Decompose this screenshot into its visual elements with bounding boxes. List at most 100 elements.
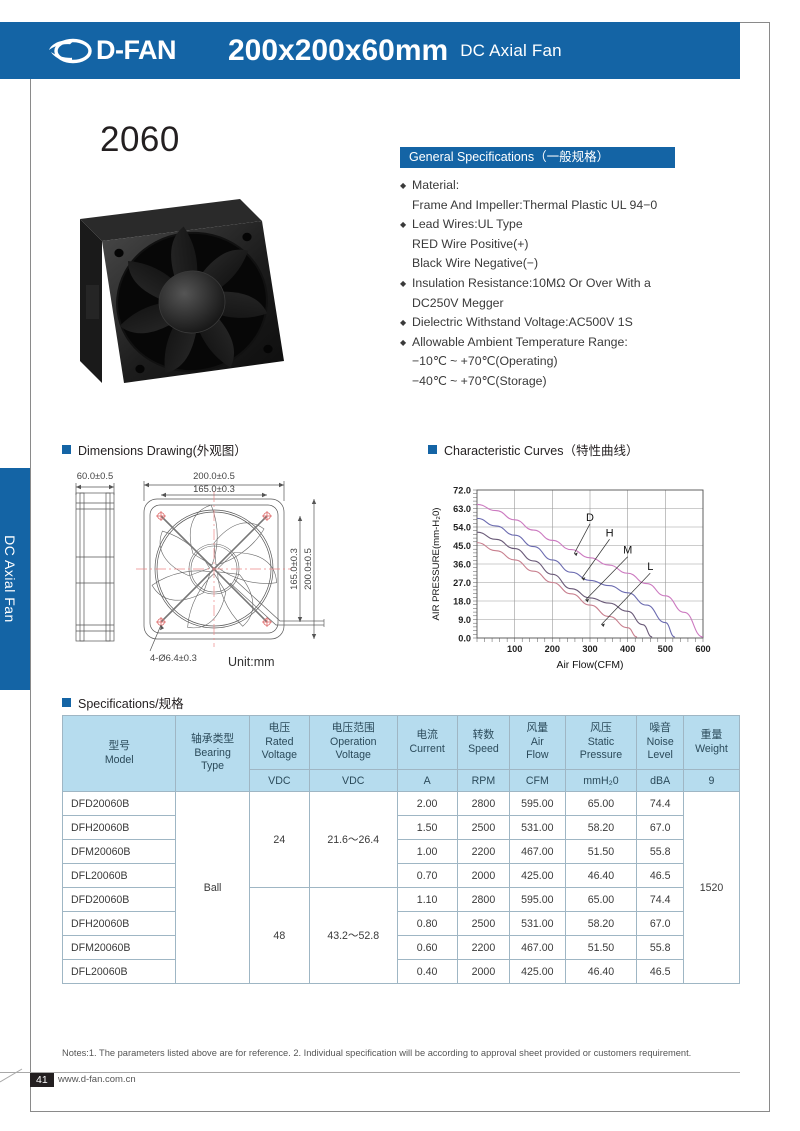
- website-url: www.d-fan.com.cn: [58, 1074, 136, 1085]
- model-number: 2060: [100, 120, 180, 159]
- chart-annotation-arrow: [585, 598, 590, 603]
- table-row: DFD20060B 48 43.2～52.8 1.10 2800 595.00 65.00 7…: [61, 887, 740, 984]
- general-spec-item: Black Wire Negative(−): [412, 256, 539, 271]
- table-col-header-cn: 风量: [526, 722, 549, 735]
- chart-ytick-label: 63.0: [453, 504, 471, 514]
- table-col-header-cn: 电压范围: [331, 722, 375, 735]
- section-marker-icon: [62, 445, 71, 454]
- chart-ytick-label: 27.0: [453, 578, 471, 588]
- side-tab-dc-axial-fan[interactable]: DC Axial Fan: [0, 468, 30, 690]
- chart-ytick-label: 18.0: [453, 596, 471, 606]
- table-col-header-en: Model: [104, 753, 134, 766]
- specifications-table: 型号 Model 轴承类型 Bearing Type 电压 Rated Voltage 电压范围…: [61, 715, 741, 984]
- cell-air-flow: 425.00: [509, 863, 566, 888]
- brand-logo-text: D-FAN: [96, 35, 177, 65]
- general-specifications-title: General Specifications（一般规格）: [400, 147, 675, 168]
- specifications-heading: Specifications/规格: [62, 693, 184, 712]
- table-col-header-cn: 电压: [268, 722, 291, 735]
- table-col-header-cn: 电流: [416, 729, 438, 741]
- page-header: D-FAN 200x200x60mm DC Axial Fan: [0, 22, 740, 79]
- table-row: DFD20060B Ball 24 21.6～26.4 2.00 2800 595.00 65…: [61, 791, 741, 984]
- cell-static-pressure: 51.50: [564, 935, 638, 960]
- characteristic-curves-chart: 0.0 9.0 18.0 27.0 36.0 45.0 54.0 63.0 72.0 100 200…: [431, 485, 711, 671]
- cell-noise-level: 55.8: [636, 935, 684, 960]
- cell-noise-level: 74.4: [636, 791, 684, 816]
- table-col-unit: VDC: [308, 769, 398, 792]
- cell-speed: 2500: [456, 815, 511, 840]
- cell-noise-level: 67.0: [636, 815, 684, 840]
- chart-series-M: [476, 531, 653, 638]
- cell-model: DFL20060B: [61, 959, 177, 984]
- table-col-header: 电流 Current: [396, 715, 458, 770]
- chart-ytick-label: 0.0: [458, 633, 471, 643]
- cell-static-pressure: 46.40: [564, 959, 638, 984]
- chart-annotation-arrow: [574, 552, 578, 557]
- cell-current: 1.50: [396, 815, 458, 840]
- table-col-header: 转数 Speed: [456, 715, 511, 770]
- chart-xtick-label: 200: [545, 644, 560, 654]
- cell-static-pressure: 65.00: [564, 887, 638, 912]
- general-spec-item: Material:: [400, 176, 700, 196]
- table-col-header: 风量 Air Flow: [509, 715, 566, 770]
- table-col-header: 电压范围 Operation Voltage: [308, 715, 398, 770]
- cell-model: DFD20060B: [61, 791, 177, 816]
- chart-xtick-label: 600: [695, 644, 710, 654]
- cell-static-pressure: 58.20: [564, 815, 638, 840]
- cell-static-pressure: 65.00: [564, 791, 638, 816]
- page-number-badge: 41: [30, 1073, 54, 1087]
- table-col-header-cn: 型号: [108, 740, 131, 752]
- section-marker-icon: [428, 445, 437, 454]
- fan-product-photo: [80, 199, 284, 383]
- dim-hole-pitch-v-label: 165.0±0.3: [288, 548, 299, 590]
- cell-static-pressure: 51.50: [564, 839, 638, 864]
- table-col-unit: RPM: [456, 769, 511, 792]
- section-marker-icon: [62, 698, 71, 707]
- cell-model: DFH20060B: [61, 815, 177, 840]
- chart-series-H: [476, 517, 675, 638]
- chart-ytick-label: 54.0: [453, 522, 471, 532]
- table-row: DFL20060B 0.70 2000 425.00 46.40 46.5: [61, 863, 740, 888]
- cell-operation-voltage: 43.2～52.8: [308, 887, 398, 984]
- cell-model: DFM20060B: [61, 935, 177, 960]
- chart-annotation-M: M: [623, 545, 632, 557]
- specifications-table-head: 型号 Model 轴承类型 Bearing Type 电压 Rated Voltage 电压范围…: [61, 715, 741, 792]
- dimensions-drawing: 60.0±0.5 200.0±0.5 165.0±0.3 165.0±0.3 2…: [75, 470, 325, 663]
- footer-corner-decoration: [0, 1068, 23, 1083]
- table-header-row: 型号 Model 轴承类型 Bearing Type 电压 Rated Voltage 电压范围…: [61, 715, 741, 792]
- chart-annotation-leader: [573, 523, 591, 554]
- specifications-heading-label: Specifications/规格: [78, 697, 184, 711]
- table-notes: Notes:1. The parameters listed above are…: [62, 1048, 692, 1058]
- table-col-header: 风压 Static Pressure: [564, 715, 638, 770]
- cell-noise-level: 74.4: [636, 887, 684, 912]
- table-col-header-cn: 转数: [472, 729, 495, 741]
- general-spec-item: Frame And Impeller:Thermal Plastic UL 94…: [412, 197, 658, 212]
- table-row: DFM20060B 1.00 2200 467.00 51.50 55.8: [61, 839, 740, 864]
- cell-operation-voltage: 21.6～26.4: [308, 791, 398, 888]
- table-col-header-en: Air Flow: [526, 735, 549, 762]
- chart-xtick-label: 500: [658, 644, 673, 654]
- table-row: DFL20060B 0.40 2000 425.00 46.40 46.5: [61, 959, 740, 984]
- dimensions-unit-label: Unit:mm: [228, 655, 275, 669]
- cell-current: 0.60: [396, 935, 458, 960]
- brand-logo: D-FAN: [48, 35, 177, 66]
- cell-rated-voltage: 24: [248, 791, 310, 888]
- cell-model: DFL20060B: [61, 863, 177, 888]
- cell-speed: 2500: [456, 911, 511, 936]
- cell-air-flow: 467.00: [509, 839, 566, 864]
- general-spec-item: Allowable Ambient Temperature Range:: [400, 333, 700, 353]
- cell-current: 1.10: [396, 887, 458, 912]
- specifications-table-body: DFD20060B Ball 24 21.6～26.4 2.00 2800 595.00 65…: [61, 791, 741, 984]
- chart-annotation-D: D: [586, 512, 594, 524]
- table-col-header-cn: 重量: [700, 729, 723, 741]
- table-col-header: 重量 Weight: [682, 715, 741, 770]
- dim-depth-label: 60.0±0.5: [77, 470, 113, 481]
- cell-current: 0.80: [396, 911, 458, 936]
- table-col-unit: CFM: [509, 769, 566, 792]
- dim-outer-width-label: 200.0±0.5: [193, 470, 235, 481]
- product-size-title: 200x200x60mm: [228, 33, 449, 67]
- chart-ytick-label: 36.0: [453, 559, 471, 569]
- cell-speed: 2200: [456, 935, 511, 960]
- table-col-unit: A: [396, 769, 458, 792]
- cell-air-flow: 595.00: [509, 791, 566, 816]
- cell-current: 2.00: [396, 791, 458, 816]
